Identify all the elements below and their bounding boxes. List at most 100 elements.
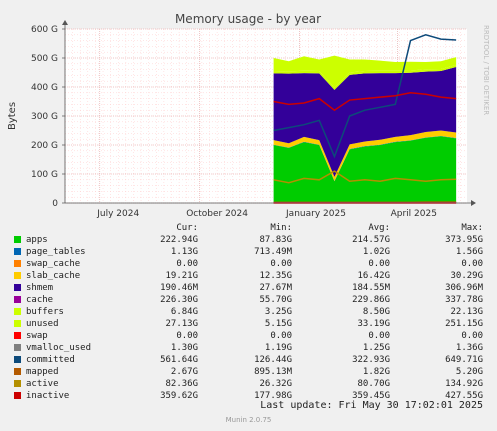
legend-swatch	[14, 344, 21, 351]
y-tick-label: 400 G	[31, 83, 58, 93]
legend-min-value: 713.49M	[254, 247, 292, 257]
legend-item-slab-cache: slab_cache 19.21G 12.35G 16.42G 30.29G	[0, 270, 497, 282]
legend-cur-value: 1.30G	[170, 343, 198, 353]
legend-label: swap	[26, 331, 48, 341]
y-tick-label: 300 G	[31, 112, 58, 122]
legend-swatch	[14, 380, 21, 387]
legend-item-mapped: mapped 2.67G 895.13M 1.82G 5.20G	[0, 366, 497, 378]
x-axis-arrow	[471, 200, 476, 206]
legend-swatch	[14, 356, 21, 363]
legend-item-active: active 82.36G 26.32G 80.70G 134.92G	[0, 378, 497, 390]
legend-min-value: 26.32G	[259, 379, 292, 389]
legend-cur-value: 82.36G	[165, 379, 198, 389]
legend-min-value: 5.15G	[264, 319, 292, 329]
legend-max-value: 251.15G	[445, 319, 483, 329]
legend-max-value: 1.36G	[455, 343, 483, 353]
x-tick-label: April 2025	[391, 209, 437, 218]
legend-item-inactive: inactive 359.62G 177.98G 359.45G 427.55G	[0, 390, 497, 402]
legend-swatch	[14, 248, 21, 255]
legend-max-value: 30.29G	[450, 271, 483, 281]
legend-cur-value: 226.30G	[160, 295, 198, 305]
legend-item-shmem: shmem 190.46M 27.67M 184.55M 306.96M	[0, 282, 497, 294]
legend-label: apps	[26, 235, 48, 245]
legend-avg-value: 1.02G	[362, 247, 390, 257]
legend-cur-value: 6.84G	[170, 307, 198, 317]
legend-item-page-tables: page_tables 1.13G 713.49M 1.02G 1.56G	[0, 246, 497, 258]
chart-title: Memory usage - by year	[175, 12, 321, 26]
legend-label: inactive	[26, 391, 70, 401]
legend-min-value: 12.35G	[259, 271, 292, 281]
legend-header-min: Min:	[270, 223, 292, 233]
line-active	[273, 170, 457, 184]
series-areas	[273, 55, 457, 203]
munin-version: Munin 2.0.75	[225, 416, 272, 424]
line-committed	[273, 34, 457, 159]
legend-min-value: 3.25G	[264, 307, 292, 317]
area-apps	[273, 136, 457, 203]
legend-swatch	[14, 368, 21, 375]
legend-label: slab_cache	[26, 271, 81, 281]
legend-max-value: 427.55G	[445, 391, 483, 401]
legend-max-value: 0.00	[461, 259, 483, 269]
area-cache	[273, 66, 457, 177]
legend-label: active	[26, 379, 59, 389]
legend-swatch	[14, 272, 21, 279]
legend-avg-value: 359.45G	[352, 391, 390, 401]
legend-avg-value: 1.25G	[362, 343, 390, 353]
legend-swatch	[14, 308, 21, 315]
legend-item-vmalloc-used: vmalloc_used 1.30G 1.19G 1.25G 1.36G	[0, 342, 497, 354]
legend-swatch	[14, 320, 21, 327]
legend-item-swap-cache: swap_cache 0.00 0.00 0.00 0.00	[0, 258, 497, 270]
legend-item-committed: committed 561.64G 126.44G 322.93G 649.71G	[0, 354, 497, 366]
legend-min-value: 1.19G	[264, 343, 292, 353]
area-unused	[273, 55, 457, 88]
legend-avg-value: 33.19G	[357, 319, 390, 329]
legend-max-value: 373.95G	[445, 235, 483, 245]
legend-header-cur: Cur:	[176, 223, 198, 233]
y-tick-label: 100 G	[31, 170, 58, 180]
legend-swatch	[14, 284, 21, 291]
legend-item-apps: apps 222.94G 87.83G 214.57G 373.95G	[0, 234, 497, 246]
legend-item-swap: swap 0.00 0.00 0.00 0.00	[0, 330, 497, 342]
legend-item-buffers: buffers 6.84G 3.25G 8.50G 22.13G	[0, 306, 497, 318]
legend-swatch	[14, 392, 21, 399]
legend-min-value: 177.98G	[254, 391, 292, 401]
legend-cur-value: 359.62G	[160, 391, 198, 401]
legend-avg-value: 184.55M	[352, 283, 390, 293]
y-axis-label: Bytes	[7, 102, 18, 130]
legend-min-value: 0.00	[270, 331, 292, 341]
line-inactive	[273, 92, 457, 112]
legend-item-unused: unused 27.13G 5.15G 33.19G 251.15G	[0, 318, 497, 330]
memory-chart: Memory usage - by year Bytes RRDTOOL / T…	[7, 12, 490, 218]
legend-cur-value: 0.00	[176, 331, 198, 341]
legend-label: committed	[26, 355, 75, 365]
legend-min-value: 87.83G	[259, 235, 292, 245]
legend-avg-value: 229.86G	[352, 295, 390, 305]
x-tick-labels: July 2024 October 2024 January 2025 April 2…	[96, 209, 437, 218]
legend-max-value: 337.78G	[445, 295, 483, 305]
legend-label: swap_cache	[26, 259, 81, 269]
legend-max-value: 5.20G	[455, 367, 483, 377]
legend-max-value: 134.92G	[445, 379, 483, 389]
legend-avg-value: 0.00	[368, 259, 390, 269]
legend-min-value: 27.67M	[259, 283, 292, 293]
x-tick-label: July 2024	[96, 209, 139, 218]
legend-cur-value: 19.21G	[165, 271, 198, 281]
legend-label: vmalloc_used	[26, 343, 92, 353]
legend-swatch	[14, 236, 21, 243]
legend-avg-value: 16.42G	[357, 271, 390, 281]
legend-max-value: 1.56G	[455, 247, 483, 257]
legend-min-value: 895.13M	[254, 367, 292, 377]
y-tick-label: 500 G	[31, 54, 58, 64]
legend-item-cache: cache 226.30G 55.70G 229.86G 337.78G	[0, 294, 497, 306]
legend-min-value: 55.70G	[259, 295, 292, 305]
legend-avg-value: 8.50G	[362, 307, 390, 317]
legend-cur-value: 27.13G	[165, 319, 198, 329]
legend-avg-value: 322.93G	[352, 355, 390, 365]
legend-label: unused	[26, 319, 59, 329]
grid	[64, 28, 467, 204]
legend-max-value: 0.00	[461, 331, 483, 341]
area-buffers	[273, 64, 457, 90]
axes	[62, 20, 476, 206]
legend-min-value: 0.00	[270, 259, 292, 269]
